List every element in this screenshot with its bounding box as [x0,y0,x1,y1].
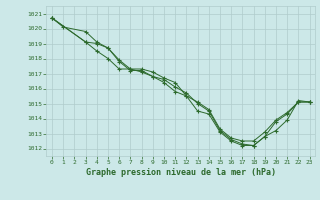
X-axis label: Graphe pression niveau de la mer (hPa): Graphe pression niveau de la mer (hPa) [86,168,276,177]
